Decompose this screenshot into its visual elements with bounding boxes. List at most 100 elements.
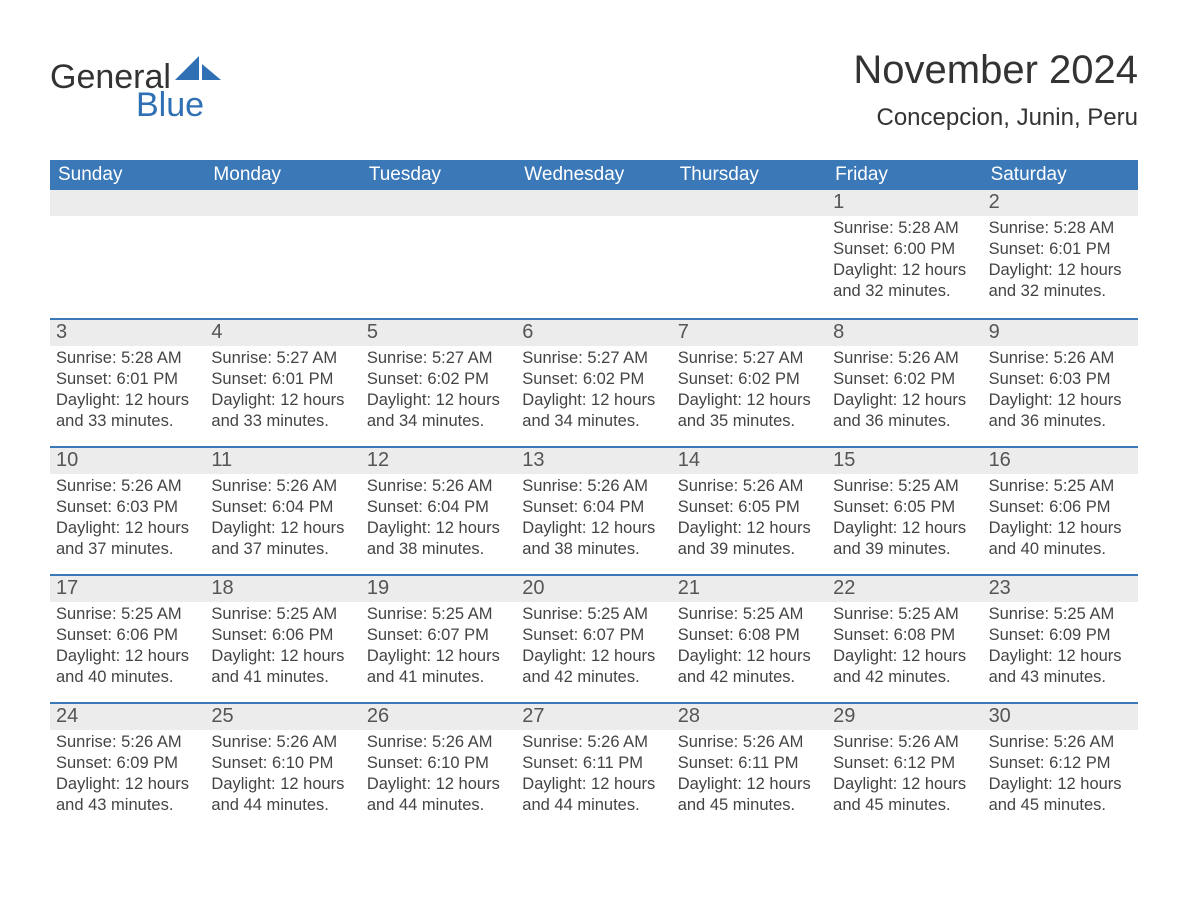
sunrise-text: Sunrise: 5:26 AM [833,348,976,369]
sunset-text: Sunset: 6:02 PM [833,369,976,390]
daylight2-text: and 44 minutes. [367,795,510,816]
week-row: 17Sunrise: 5:25 AMSunset: 6:06 PMDayligh… [50,574,1138,702]
sunset-text: Sunset: 6:09 PM [56,753,199,774]
sunrise-text: Sunrise: 5:25 AM [56,604,199,625]
sunset-text: Sunset: 6:07 PM [367,625,510,646]
sunrise-text: Sunrise: 5:26 AM [56,476,199,497]
daylight2-text: and 33 minutes. [211,411,354,432]
daylight1-text: Daylight: 12 hours [211,518,354,539]
daylight1-text: Daylight: 12 hours [211,774,354,795]
week-row: 10Sunrise: 5:26 AMSunset: 6:03 PMDayligh… [50,446,1138,574]
daylight1-text: Daylight: 12 hours [678,646,821,667]
sunset-text: Sunset: 6:05 PM [833,497,976,518]
daylight2-text: and 33 minutes. [56,411,199,432]
sunset-text: Sunset: 6:11 PM [522,753,665,774]
daylight2-text: and 45 minutes. [989,795,1132,816]
daylight2-text: and 36 minutes. [833,411,976,432]
day-number: 23 [983,576,1138,602]
day-number [672,190,827,216]
sunrise-text: Sunrise: 5:25 AM [367,604,510,625]
day-cell: 5Sunrise: 5:27 AMSunset: 6:02 PMDaylight… [361,320,516,446]
day-cell [205,190,360,318]
daylight1-text: Daylight: 12 hours [56,390,199,411]
day-number [516,190,671,216]
daylight1-text: Daylight: 12 hours [367,390,510,411]
sunrise-text: Sunrise: 5:26 AM [367,476,510,497]
day-cell: 4Sunrise: 5:27 AMSunset: 6:01 PMDaylight… [205,320,360,446]
week-row: 1Sunrise: 5:28 AMSunset: 6:00 PMDaylight… [50,190,1138,318]
day-number: 24 [50,704,205,730]
day-number: 7 [672,320,827,346]
sunset-text: Sunset: 6:03 PM [56,497,199,518]
daylight2-text: and 44 minutes. [211,795,354,816]
daylight2-text: and 43 minutes. [989,667,1132,688]
day-number: 17 [50,576,205,602]
month-title: November 2024 [853,48,1138,92]
day-cell: 30Sunrise: 5:26 AMSunset: 6:12 PMDayligh… [983,704,1138,830]
daylight2-text: and 45 minutes. [833,795,976,816]
day-number: 28 [672,704,827,730]
sunset-text: Sunset: 6:12 PM [833,753,976,774]
daylight1-text: Daylight: 12 hours [678,390,821,411]
sunrise-text: Sunrise: 5:26 AM [989,732,1132,753]
daylight1-text: Daylight: 12 hours [678,518,821,539]
day-cell: 28Sunrise: 5:26 AMSunset: 6:11 PMDayligh… [672,704,827,830]
day-cell: 25Sunrise: 5:26 AMSunset: 6:10 PMDayligh… [205,704,360,830]
daylight1-text: Daylight: 12 hours [678,774,821,795]
sunrise-text: Sunrise: 5:27 AM [211,348,354,369]
daylight1-text: Daylight: 12 hours [367,646,510,667]
sunrise-text: Sunrise: 5:28 AM [56,348,199,369]
day-cell: 8Sunrise: 5:26 AMSunset: 6:02 PMDaylight… [827,320,982,446]
daylight1-text: Daylight: 12 hours [367,774,510,795]
daylight1-text: Daylight: 12 hours [522,774,665,795]
week-row: 24 Sunrise: 5:26 AM Sunset: 6:09 PM Dayligh… [50,702,1138,830]
day-cell: 21Sunrise: 5:25 AMSunset: 6:08 PMDayligh… [672,576,827,702]
weekday-label: Wednesday [516,164,671,186]
sunset-text: Sunset: 6:09 PM [989,625,1132,646]
weekday-label: Monday [205,164,360,186]
sunset-text: Sunset: 6:12 PM [989,753,1132,774]
sunset-text: Sunset: 6:06 PM [989,497,1132,518]
sunset-text: Sunset: 6:04 PM [367,497,510,518]
daylight1-text: Daylight: 12 hours [522,646,665,667]
day-cell: 18Sunrise: 5:25 AMSunset: 6:06 PMDayligh… [205,576,360,702]
sunset-text: Sunset: 6:04 PM [211,497,354,518]
sunrise-text: Sunrise: 5:26 AM [678,476,821,497]
sunset-text: Sunset: 6:11 PM [678,753,821,774]
daylight1-text: Daylight: 12 hours [989,646,1132,667]
day-number: 30 [983,704,1138,730]
day-cell: 29Sunrise: 5:26 AMSunset: 6:12 PMDayligh… [827,704,982,830]
sunrise-text: Sunrise: 5:25 AM [522,604,665,625]
daylight1-text: Daylight: 12 hours [211,646,354,667]
day-number: 4 [205,320,360,346]
day-number: 18 [205,576,360,602]
day-cell: 14Sunrise: 5:26 AMSunset: 6:05 PMDayligh… [672,448,827,574]
day-cell: 22Sunrise: 5:25 AMSunset: 6:08 PMDayligh… [827,576,982,702]
daylight2-text: and 41 minutes. [211,667,354,688]
daylight1-text: Daylight: 12 hours [367,518,510,539]
day-number: 13 [516,448,671,474]
day-cell: 24Sunrise: 5:26 AMSunset: 6:09 PMDayligh… [50,704,205,830]
day-number: 16 [983,448,1138,474]
day-cell: 20Sunrise: 5:25 AMSunset: 6:07 PMDayligh… [516,576,671,702]
day-number: 12 [361,448,516,474]
sunrise-text: Sunrise: 5:26 AM [211,732,354,753]
day-number: 14 [672,448,827,474]
daylight1-text: Daylight: 12 hours [989,260,1132,281]
daylight2-text: and 45 minutes. [678,795,821,816]
sunrise-text: Sunrise: 5:26 AM [833,732,976,753]
day-cell: 15Sunrise: 5:25 AMSunset: 6:05 PMDayligh… [827,448,982,574]
day-number: 29 [827,704,982,730]
sunset-text: Sunset: 6:04 PM [522,497,665,518]
day-number: 5 [361,320,516,346]
day-number [361,190,516,216]
daylight2-text: and 43 minutes. [56,795,199,816]
weekday-label: Tuesday [361,164,516,186]
weekday-label: Sunday [50,164,205,186]
sunrise-text: Sunrise: 5:26 AM [989,348,1132,369]
logo-sail-icon [175,54,221,88]
daylight1-text: Daylight: 12 hours [833,390,976,411]
page-root: General Blue November 2024 Concepcion, J… [0,0,1188,918]
daylight2-text: and 34 minutes. [522,411,665,432]
day-number: 20 [516,576,671,602]
